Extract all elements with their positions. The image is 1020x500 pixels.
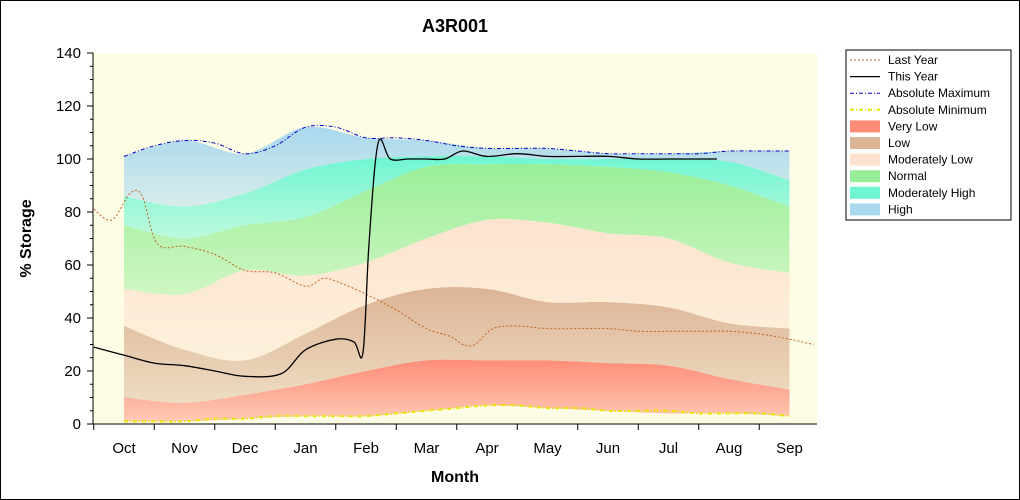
band-moderately-high	[124, 156, 790, 239]
x-tick-label: Mar	[414, 440, 440, 457]
legend-label: Absolute Maximum	[888, 86, 990, 100]
legend-item-low: Low	[850, 136, 910, 150]
band-moderately-low	[124, 218, 790, 361]
x-axis-label: Month	[431, 469, 479, 486]
y-tick-label: 40	[64, 310, 81, 327]
legend-swatch	[850, 170, 880, 183]
y-tick-label: 80	[64, 204, 81, 221]
legend-label: This Year	[888, 70, 938, 84]
y-tick-label: 120	[56, 98, 81, 115]
y-axis-label: % Storage	[18, 199, 35, 277]
legend-swatch	[850, 203, 880, 216]
legend-item-very-low: Very Low	[850, 119, 938, 133]
legend-swatch	[850, 153, 880, 166]
y-tick-label: 20	[64, 363, 81, 380]
series-line-absolute-minimum	[124, 404, 790, 423]
x-tick-label: Feb	[353, 440, 379, 457]
x-tick-label: Jul	[659, 440, 678, 457]
series-line-this-year	[93, 138, 717, 378]
y-tick-label: 140	[56, 45, 81, 62]
band-layer	[124, 126, 790, 422]
y-tick-label: 60	[64, 257, 81, 274]
x-tick-label: Aug	[716, 440, 743, 457]
band-normal	[124, 164, 790, 295]
legend-item-moderately-low: Moderately Low	[850, 153, 973, 167]
legend-item-normal: Normal	[850, 169, 927, 183]
x-tick-label: Nov	[171, 440, 198, 457]
legend-label: Very Low	[888, 119, 938, 133]
legend-item-moderately-high: Moderately High	[850, 186, 975, 200]
legend-label: Last Year	[888, 53, 938, 67]
legend-label: High	[888, 202, 913, 216]
x-tick-label: Jan	[293, 440, 317, 457]
x-tick-label: Sep	[776, 440, 803, 457]
legend-label: Normal	[888, 169, 927, 183]
legend-swatch	[850, 120, 880, 133]
legend-item-absolute-minimum: Absolute Minimum	[850, 103, 987, 117]
axes: 0 20 40 60 80 100 120 140 Oct Nov Dec Jan Feb Mar Apr M…	[56, 45, 817, 457]
series-line-last-year	[93, 189, 814, 347]
legend-label: Moderately Low	[888, 153, 973, 167]
series-layer	[93, 124, 814, 423]
legend-item-high: High	[850, 202, 913, 216]
band-high	[124, 126, 790, 207]
x-tick-label: May	[533, 440, 562, 457]
legend-swatch	[850, 137, 880, 149]
series-line-absolute-maximum	[123, 124, 790, 157]
x-tick-label: Oct	[112, 440, 136, 457]
y-tick-label: 0	[73, 416, 81, 433]
y-tick-label: 100	[56, 151, 81, 168]
legend-item-this-year: This Year	[850, 70, 938, 84]
legend-item-absolute-maximum: Absolute Maximum	[850, 86, 990, 100]
legend-label: Absolute Minimum	[888, 103, 987, 117]
legend-label: Moderately High	[888, 186, 975, 200]
band-very-low	[124, 359, 790, 422]
x-tick-label: Dec	[232, 440, 259, 457]
legend-item-last-year: Last Year	[850, 53, 938, 67]
band-low	[124, 287, 790, 403]
chart-title: A3R001	[422, 16, 488, 36]
x-tick-label: Apr	[475, 440, 498, 457]
legend-label: Low	[888, 136, 910, 150]
legend: Last Year This Year Absolute Maximum Absolu…	[845, 49, 1012, 221]
legend-swatch	[850, 186, 880, 199]
x-tick-label: Jun	[596, 440, 620, 457]
